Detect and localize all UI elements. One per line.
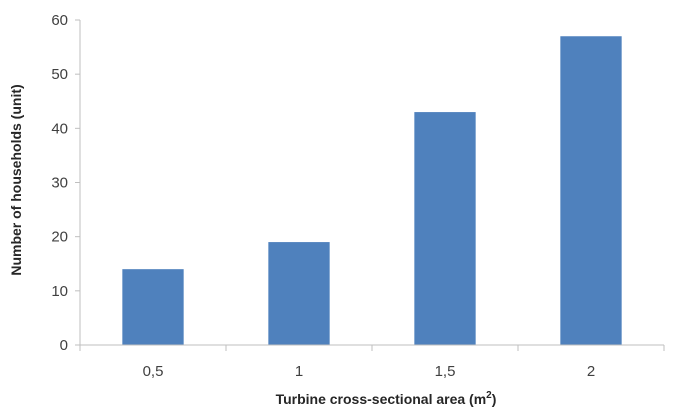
y-tick-label: 50 xyxy=(51,66,68,83)
bar xyxy=(560,36,622,345)
bars xyxy=(122,36,622,345)
x-tick-label: 1 xyxy=(295,363,303,380)
x-axis-title: Turbine cross-sectional area (m2) xyxy=(276,390,497,407)
y-axis-ticks: 0 10 20 30 40 50 60 xyxy=(51,12,80,354)
x-axis-title-text: Turbine cross-sectional area (m xyxy=(276,391,487,407)
x-tick-label: 0,5 xyxy=(143,363,164,380)
bar xyxy=(414,112,476,345)
y-axis-title: Number of households (unit) xyxy=(8,84,24,275)
y-axis-title-text: Number of households (unit) xyxy=(8,84,24,275)
y-tick-label: 30 xyxy=(51,175,68,192)
y-tick-label: 10 xyxy=(51,283,68,300)
x-axis-ticks: 0,5 1 1,5 2 xyxy=(79,345,665,380)
bar xyxy=(122,269,184,345)
y-tick-label: 20 xyxy=(51,229,68,246)
x-tick-label: 1,5 xyxy=(435,363,456,380)
x-axis-title-suffix: ) xyxy=(492,391,497,407)
y-tick-label: 40 xyxy=(51,120,68,137)
x-tick-label: 2 xyxy=(587,363,595,380)
y-tick-label: 0 xyxy=(60,337,68,354)
bar xyxy=(268,242,330,345)
y-tick-label: 60 xyxy=(51,12,68,29)
x-axis-title-superscript: 2 xyxy=(486,390,492,401)
